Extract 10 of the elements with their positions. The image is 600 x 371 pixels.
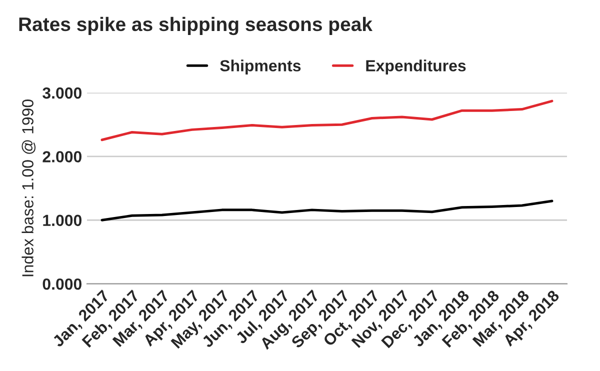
legend-label: Shipments <box>220 60 301 75</box>
y-tick-label: 1.000 <box>43 214 82 226</box>
chart-title: Rates spike as shipping seasons peak <box>19 16 372 36</box>
y-tick-label: 0.000 <box>42 278 82 290</box>
legend-label: Expenditures <box>366 60 466 75</box>
y-tick-label: 2.000 <box>42 151 82 162</box>
line-series <box>100 200 554 222</box>
y-tick-label: 3.000 <box>42 87 82 99</box>
line-series <box>100 100 554 142</box>
y-axis-title: Index base: 1.00 @ 1990 <box>22 100 36 276</box>
